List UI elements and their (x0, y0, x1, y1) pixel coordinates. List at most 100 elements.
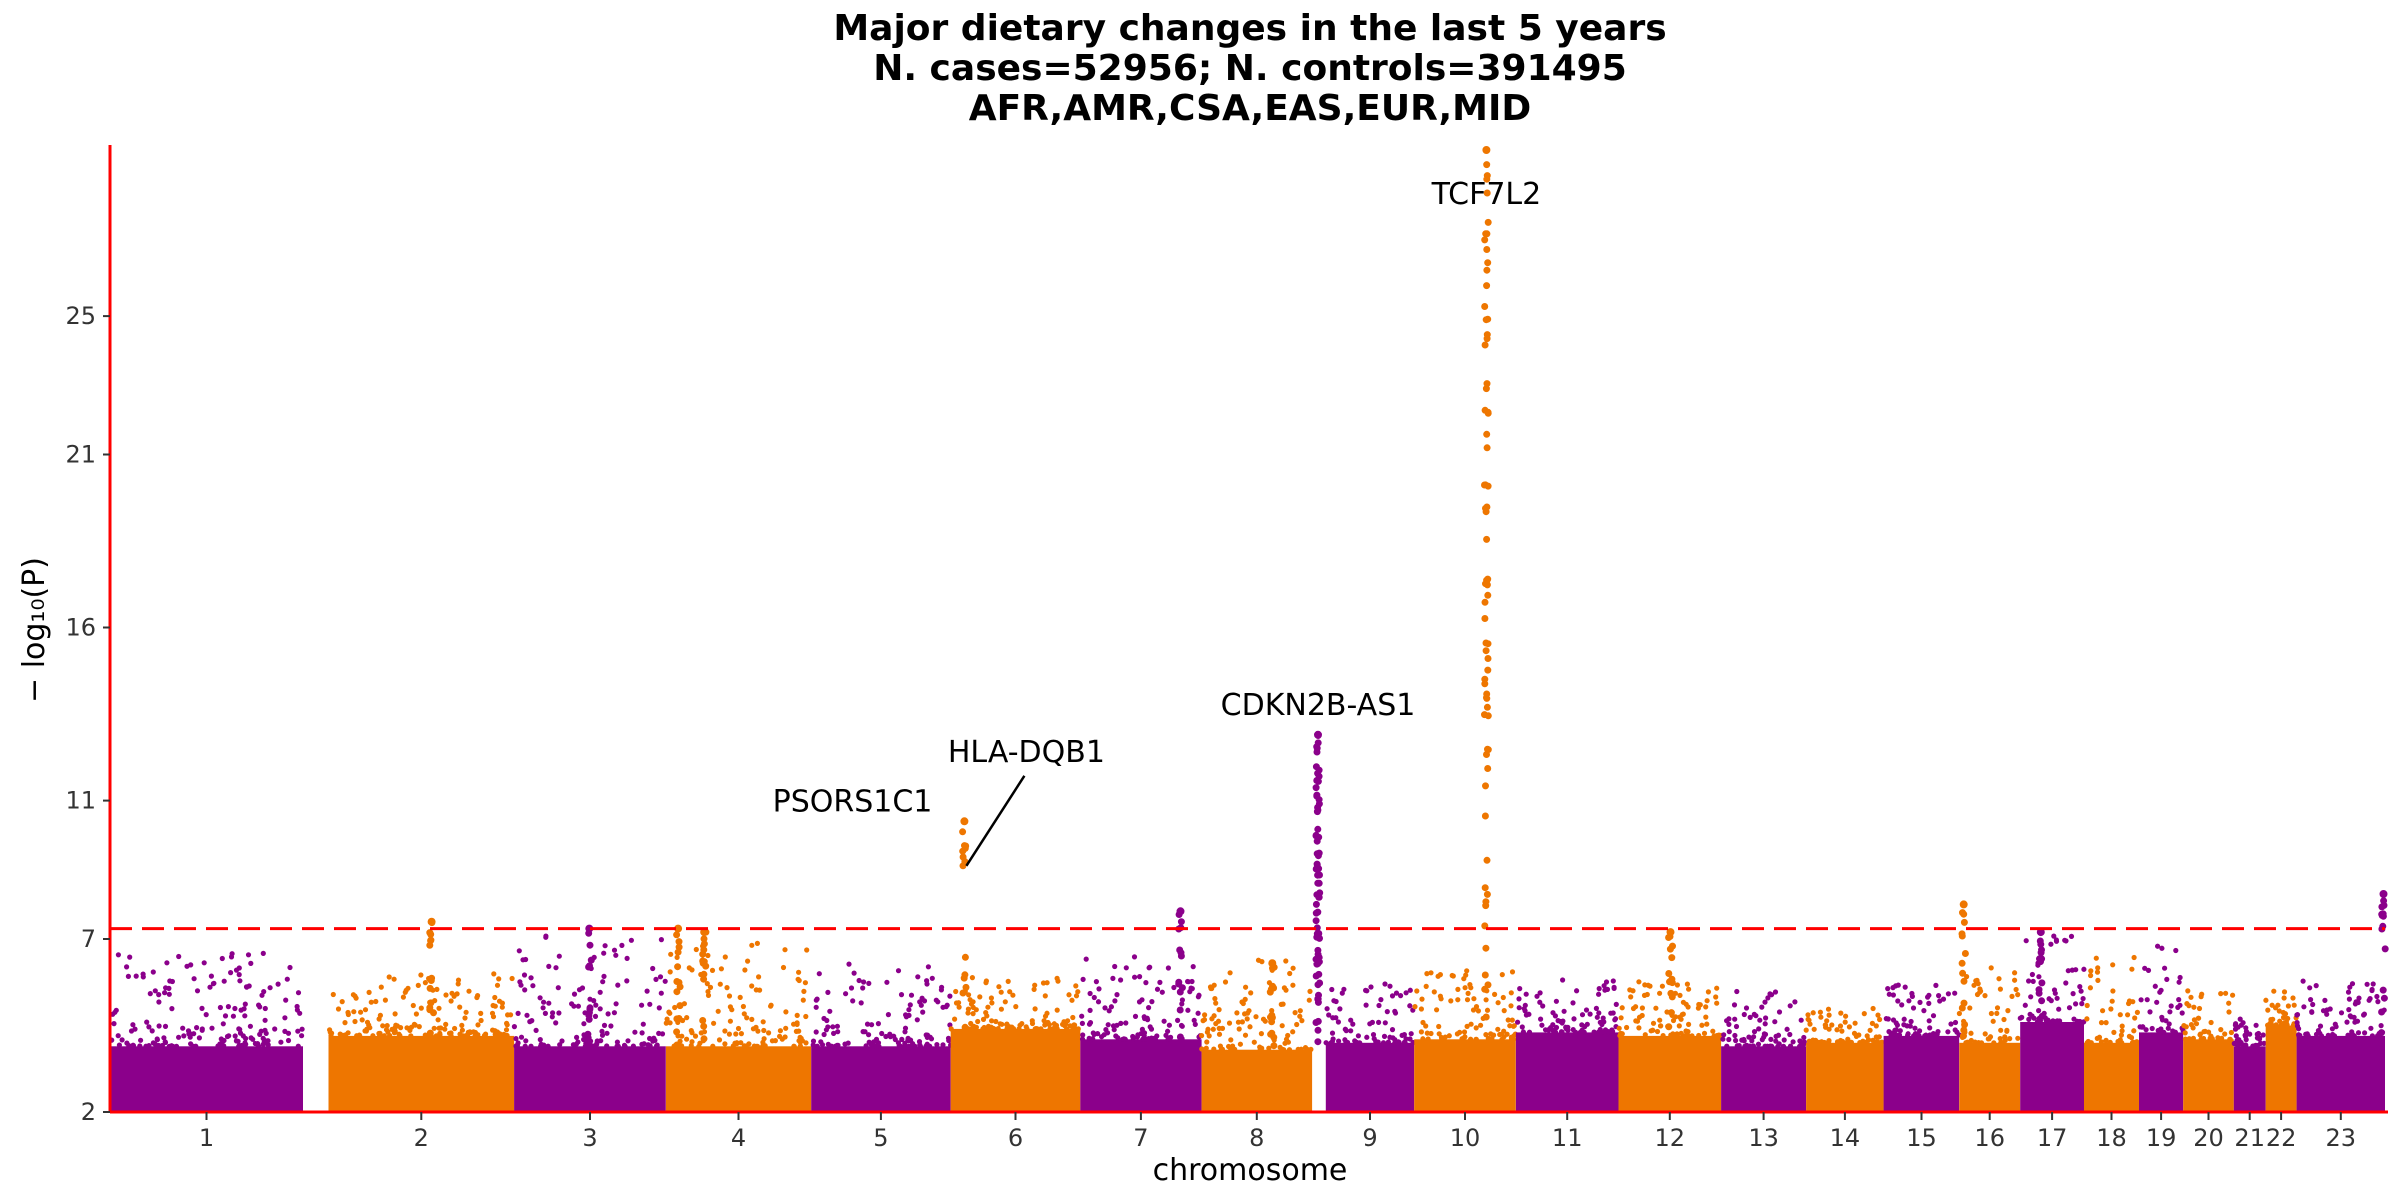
x-tick-label-8: 8 (1249, 1124, 1264, 1152)
chromosome-15-points (1883, 982, 1962, 1112)
chromosome-2-points (327, 971, 515, 1112)
chromosome-20-dense-band (2183, 1039, 2234, 1112)
chromosome-16-points (1956, 965, 2021, 1112)
chromosome-11-points (1515, 977, 1619, 1112)
chromosome-3-points (511, 933, 668, 1112)
chromosome-23-scatter (2294, 978, 2387, 1039)
peak-chr17-11 (2035, 928, 2046, 1023)
data-points (109, 146, 2389, 1112)
peak-chr8-points (1266, 959, 1278, 1050)
chromosome-22-points (2263, 988, 2299, 1112)
chromosome-20-points (2181, 988, 2236, 1112)
peak-chr4-3 (699, 928, 710, 1043)
peak-chr23-12 (2378, 890, 2389, 1037)
chromosome-9-points (1323, 981, 1416, 1112)
peak-chr10-8 (1481, 146, 1492, 1021)
chromosome-8-dense-band (1201, 1049, 1313, 1112)
chart-title: Major dietary changes in the last 5 year… (833, 8, 1666, 129)
chromosome-5-points (810, 961, 954, 1112)
chromosome-1-dense-band (110, 1046, 303, 1112)
chromosome-4-points (663, 940, 812, 1112)
chromosome-10-dense-band (1414, 1039, 1516, 1112)
x-tick-label-3: 3 (582, 1124, 597, 1152)
peak-chr4-2 (673, 924, 684, 1049)
chromosome-13-scatter (1720, 988, 1807, 1049)
chromosome-9-dense-band (1325, 1042, 1415, 1112)
peak-chr4-points (699, 928, 710, 1043)
chromosome-4-dense-band (665, 1046, 812, 1112)
chromosome-13-dense-band (1721, 1046, 1807, 1112)
peak-chr7-points (1175, 907, 1186, 1043)
title-line-3: AFR,AMR,CSA,EAS,EUR,MID (969, 88, 1532, 129)
x-tick-label-15: 15 (1906, 1124, 1937, 1152)
chromosome-21-points (2231, 1016, 2267, 1112)
chromosome-8-scatter (1199, 957, 1314, 1053)
chromosome-16-dense-band (1959, 1042, 2021, 1112)
chromosome-2-scatter (327, 971, 515, 1039)
chromosome-15-scatter (1883, 982, 1962, 1039)
chromosome-19-points (2137, 943, 2186, 1112)
chromosome-7-points (1079, 954, 1203, 1112)
chromosome-21-scatter (2231, 1016, 2267, 1049)
gene-label-hla-dqb1: HLA-DQB1 (948, 735, 1105, 770)
x-tick-label-1: 1 (199, 1124, 214, 1152)
chromosome-14-points (1803, 1005, 1885, 1112)
title-line-2: N. cases=52956; N. controls=391495 (873, 48, 1627, 89)
x-tick-label-7: 7 (1133, 1124, 1148, 1152)
peak-chr6-4 (959, 817, 970, 1031)
x-tick-label-23: 23 (2326, 1124, 2357, 1152)
x-tick-label-11: 11 (1552, 1124, 1583, 1152)
chromosome-12-dense-band (1618, 1035, 1722, 1112)
x-tick-label-14: 14 (1830, 1124, 1861, 1152)
chromosome-17-points (2017, 933, 2087, 1112)
x-tick-label-19: 19 (2146, 1124, 2177, 1152)
peak-chr3-points (584, 924, 595, 1047)
peak-chr7-5 (1175, 907, 1186, 1043)
chromosome-19-scatter (2137, 943, 2186, 1035)
chromosome-11-scatter (1515, 977, 1619, 1036)
chromosome-12-points (1616, 979, 1724, 1112)
y-tick-label-25: 25 (65, 302, 96, 330)
chromosome-3-dense-band (514, 1046, 666, 1112)
chromosome-6-scatter (948, 974, 1081, 1032)
y-tick-label-16: 16 (65, 614, 96, 642)
peak-chr9-7 (1312, 730, 1324, 1046)
chromosome-16-scatter (1956, 965, 2021, 1046)
chromosome-7-dense-band (1080, 1039, 1202, 1112)
chromosome-23-points (2294, 978, 2387, 1112)
chromosome-12-scatter (1616, 979, 1724, 1039)
chromosome-19-dense-band (2139, 1032, 2184, 1112)
gene-label-tcf7l2: TCF7L2 (1431, 177, 1542, 212)
peak-chr9-points (1312, 730, 1324, 1046)
peak-chr17-points (2035, 928, 2046, 1023)
peak-chr6-points (959, 817, 970, 1031)
y-tick-label-7: 7 (81, 925, 96, 953)
chromosome-9-scatter (1323, 981, 1416, 1046)
chromosome-17-dense-band (2020, 1022, 2084, 1112)
chromosome-5-dense-band (811, 1046, 951, 1112)
gene-annotations: TCF7L2 CDKN2B-AS1 HLA-DQB1 PSORS1C1 (773, 177, 1542, 867)
chromosome-18-scatter (2084, 954, 2140, 1046)
y-tick-label-11: 11 (65, 787, 96, 815)
x-axis-title: chromosome (1153, 1153, 1348, 1188)
chromosome-20-scatter (2181, 988, 2236, 1042)
x-tick-label-20: 20 (2193, 1124, 2224, 1152)
peak-chr12-points (1665, 928, 1676, 1031)
peak-chr16-10 (1958, 900, 1969, 1040)
x-tick-label-12: 12 (1655, 1124, 1686, 1152)
chromosome-22-scatter (2263, 988, 2299, 1029)
peak-chr23-points (2378, 890, 2389, 1037)
x-tick-label-9: 9 (1362, 1124, 1377, 1152)
chromosome-22-dense-band (2265, 1025, 2297, 1112)
chromosome-8-points (1199, 957, 1314, 1112)
chromosome-10-scatter (1412, 968, 1518, 1042)
title-line-1: Major dietary changes in the last 5 year… (833, 8, 1666, 49)
chromosome-11-dense-band (1515, 1032, 1619, 1112)
chromosome-18-points (2084, 954, 2140, 1112)
chromosome-4-scatter (663, 940, 810, 1049)
peak-chr2-points (426, 917, 437, 1037)
peak-chr2-0 (426, 917, 437, 1037)
chromosome-3-scatter (511, 933, 668, 1049)
x-tick-label-18: 18 (2096, 1124, 2127, 1152)
